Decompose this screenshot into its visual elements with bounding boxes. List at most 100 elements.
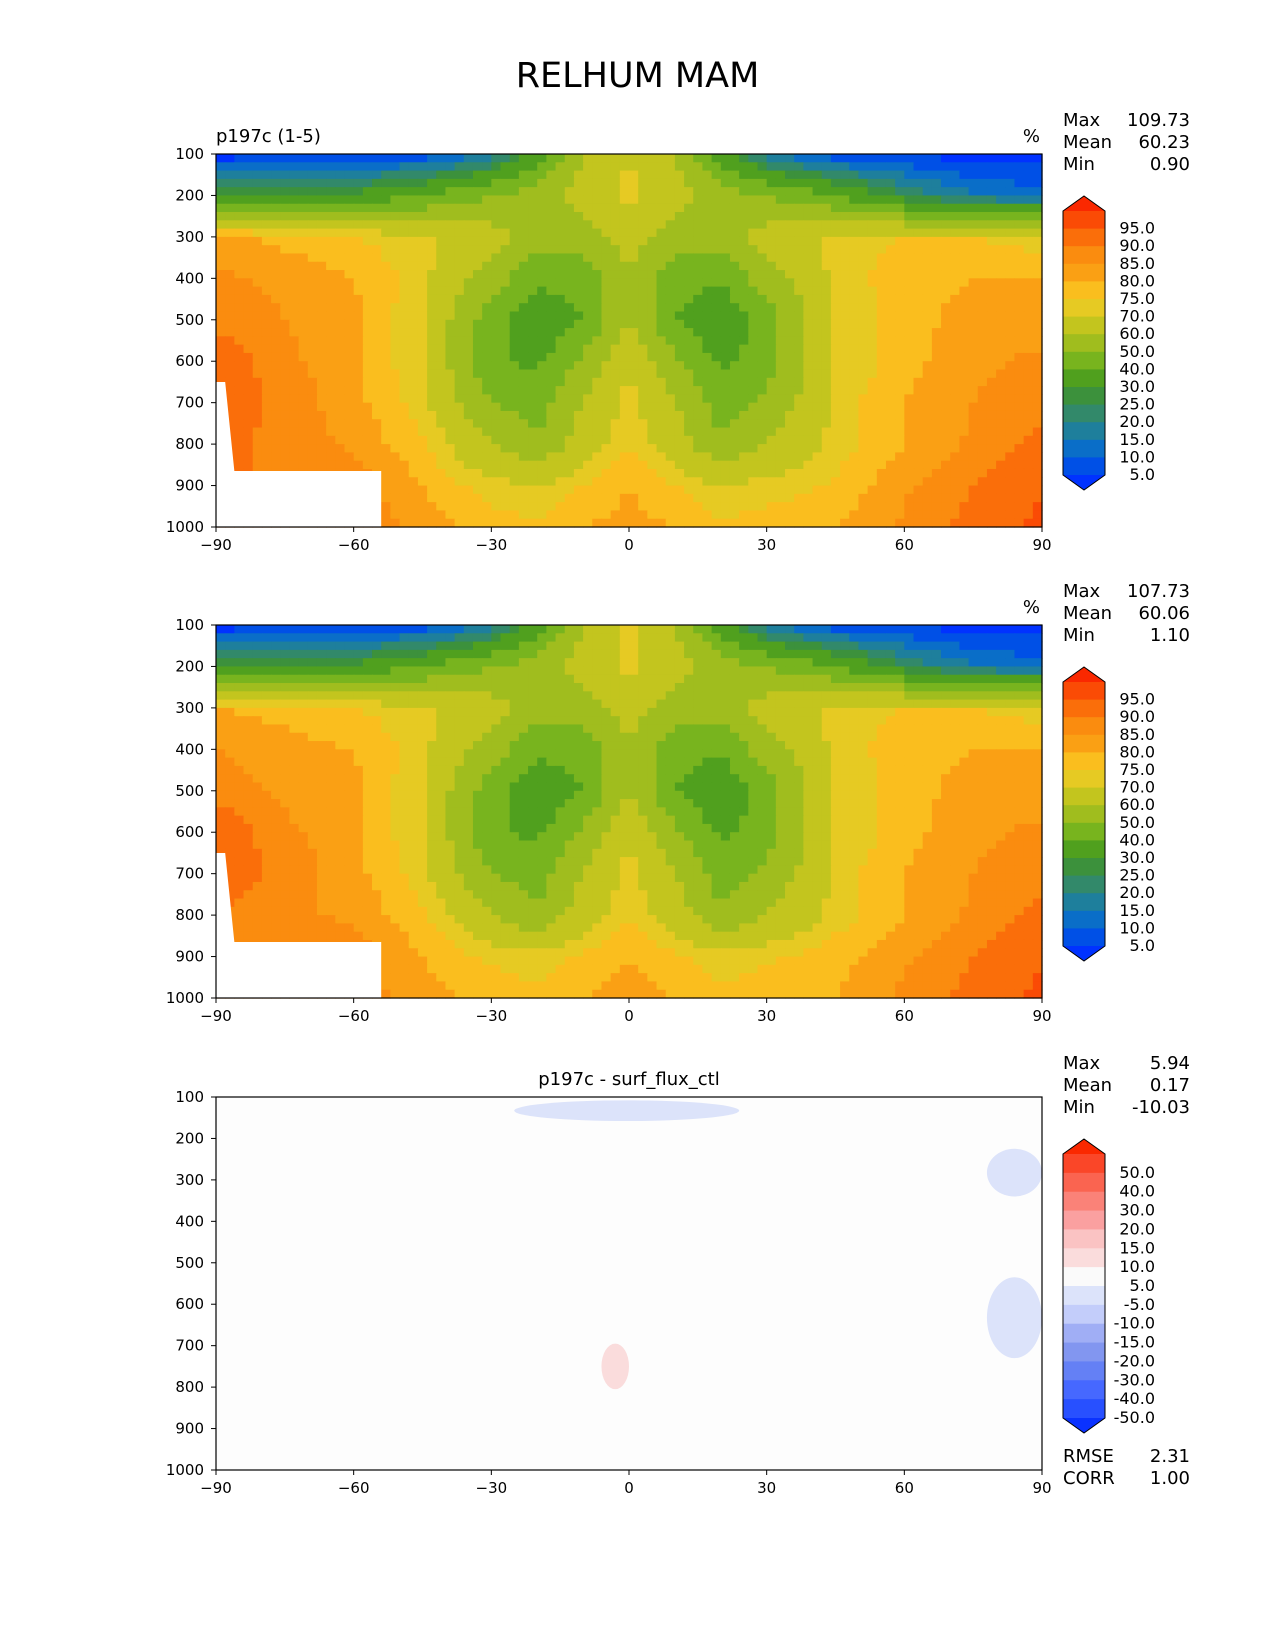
field-cell (592, 369, 603, 379)
field-cell (216, 649, 226, 659)
field-cell (665, 510, 676, 520)
field-cell (463, 344, 474, 354)
field-cell (445, 377, 456, 387)
field-cell (812, 510, 823, 520)
field-cell (271, 699, 281, 709)
field-cell (555, 154, 566, 163)
field-cell (849, 658, 860, 668)
field-cell (316, 674, 327, 684)
field-cell (408, 666, 419, 676)
field-cell (968, 154, 979, 163)
field-cell (537, 369, 547, 379)
field-cell (959, 452, 970, 462)
field-cell (491, 286, 502, 296)
field-cell (867, 444, 878, 453)
field-cell (794, 691, 804, 701)
field-cell (748, 328, 759, 337)
field-cell (372, 666, 382, 676)
field-cell (564, 228, 575, 238)
colorbar-segment (1063, 316, 1105, 335)
field-cell (243, 649, 254, 659)
field-cell (996, 502, 1006, 512)
field-cell (996, 245, 1006, 255)
field-cell (427, 154, 437, 163)
field-cell (509, 402, 520, 412)
field-cell (693, 666, 704, 676)
field-cell (362, 419, 373, 429)
field-cell (638, 510, 648, 520)
field-cell (941, 493, 951, 503)
field-cell (216, 195, 226, 205)
field-cell (885, 187, 896, 197)
field-cell (674, 410, 685, 420)
field-cell (592, 386, 603, 395)
field-cell (436, 649, 447, 659)
field-cell (234, 427, 245, 437)
field-cell (564, 435, 575, 445)
field-cell (656, 303, 667, 313)
field-cell (482, 311, 492, 321)
field-cell (472, 294, 483, 304)
field-cell (307, 419, 318, 429)
field-cell (509, 666, 520, 676)
field-cell (748, 518, 759, 528)
field-cell (986, 278, 997, 288)
field-cell (427, 187, 437, 197)
field-cell (537, 236, 547, 246)
field-cell (656, 394, 667, 404)
field-cell (996, 510, 1006, 520)
field-cell (757, 361, 768, 371)
field-cell (693, 178, 704, 188)
field-cell (647, 452, 658, 462)
field-cell (665, 691, 676, 701)
field-cell (335, 286, 346, 296)
field-cell (1023, 203, 1034, 213)
field-cell (353, 294, 364, 304)
field-cell (748, 369, 759, 379)
field-cell (491, 377, 502, 387)
field-cell (335, 253, 346, 263)
field-cell (271, 286, 281, 296)
colorbar-level-label: 30.0 (1119, 377, 1155, 396)
colorbar-segment (1063, 387, 1105, 406)
field-cell (408, 195, 419, 205)
field-cell (922, 485, 933, 495)
field-cell (996, 236, 1006, 246)
field-cell (1023, 220, 1034, 230)
field-cell (537, 410, 547, 420)
field-cell (436, 311, 447, 321)
field-cell (629, 311, 639, 321)
field-cell (931, 674, 942, 684)
field-cell (243, 319, 254, 329)
field-cell (665, 460, 676, 470)
field-cell (564, 303, 575, 313)
field-cell (849, 502, 860, 512)
field-cell (216, 203, 226, 213)
field-cell (656, 328, 667, 337)
field-cell (693, 270, 704, 279)
field-cell (546, 212, 557, 221)
field-cell (647, 502, 658, 512)
field-cell (885, 261, 896, 271)
field-cell (1023, 468, 1034, 478)
field-cell (463, 245, 474, 255)
field-cell (583, 253, 593, 263)
field-cell (610, 666, 621, 676)
field-cell (555, 203, 566, 213)
field-cell (564, 460, 575, 470)
field-cell (344, 625, 355, 634)
field-cell (307, 460, 318, 470)
field-cell (968, 187, 979, 197)
field-cell (472, 286, 483, 296)
field-cell (482, 477, 492, 487)
field-cell (885, 212, 896, 221)
field-cell (1005, 510, 1016, 520)
x-tick-label: 30 (757, 536, 776, 554)
field-cell (904, 477, 915, 487)
field-cell (757, 419, 768, 429)
field-cell (941, 369, 951, 379)
field-cell (509, 633, 520, 643)
field-cell (739, 435, 749, 445)
field-cell (307, 178, 318, 188)
field-cell (674, 261, 685, 271)
